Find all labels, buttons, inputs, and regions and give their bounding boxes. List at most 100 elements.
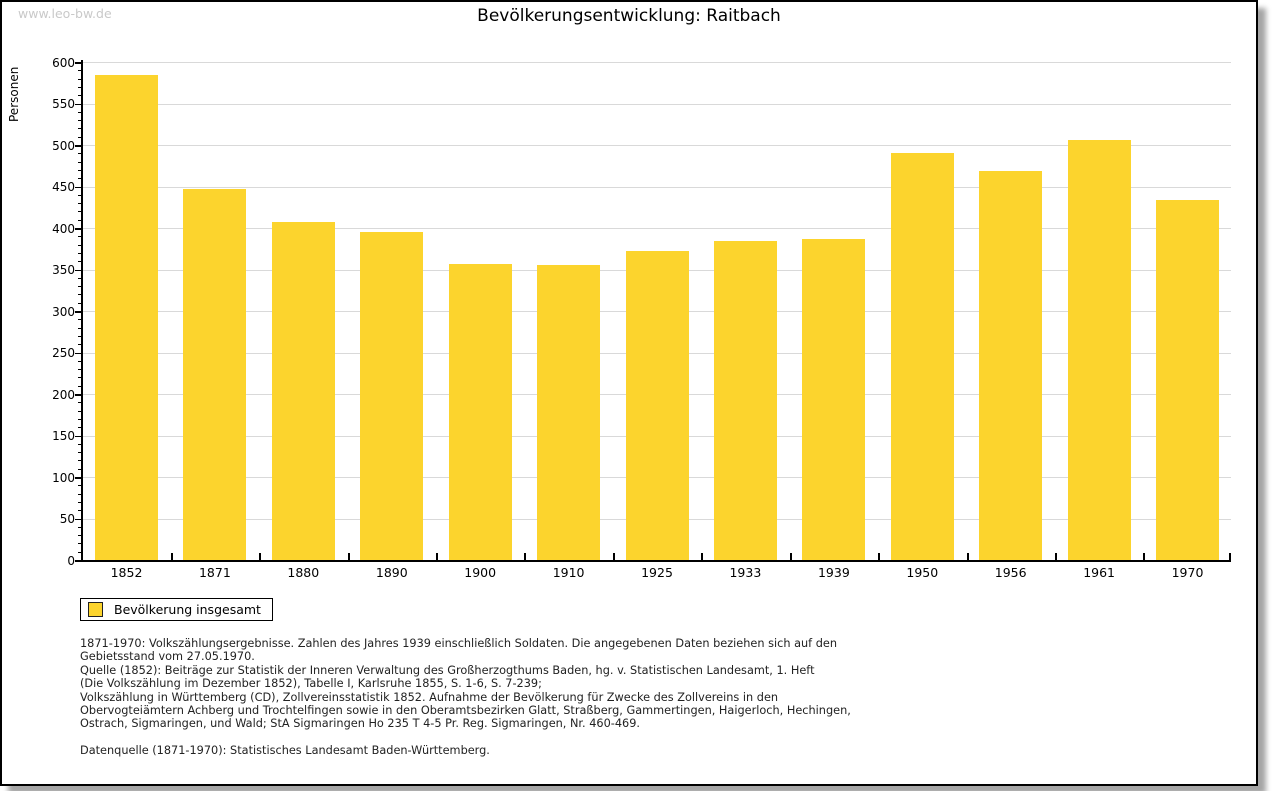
y-axis-line: [81, 60, 83, 562]
chart-title: Bevölkerungsentwicklung: Raitbach: [477, 6, 781, 26]
x-tick-label: 1950: [906, 565, 939, 580]
y-minor-tick: [78, 452, 81, 454]
y-major-tick: [75, 228, 81, 230]
y-major-tick: [75, 311, 81, 313]
gridline-450: [83, 186, 1231, 188]
y-minor-tick: [78, 294, 81, 296]
y-minor-tick: [78, 286, 81, 288]
plot-area: 0 50 100 150 200 250 300 350 400 450 500 550 600 1852…: [2, 2, 1256, 784]
x-mid-tick: [701, 553, 704, 560]
y-minor-tick: [78, 526, 81, 528]
y-minor-tick: [78, 535, 81, 537]
x-tick-label: 1852: [110, 565, 143, 580]
y-tick-label: 550: [52, 97, 75, 111]
bar-1933: [713, 241, 777, 560]
y-tick-label: 100: [52, 470, 75, 485]
x-mid-tick: [347, 553, 350, 560]
y-tick-label: 150: [52, 429, 75, 443]
y-minor-tick: [78, 277, 81, 279]
bar-1910: [537, 264, 601, 560]
y-major-tick: [75, 103, 81, 105]
x-tick-label: 1925: [641, 565, 673, 580]
y-minor-tick: [78, 551, 81, 553]
y-major-tick: [75, 477, 81, 479]
y-major-tick: [75, 186, 81, 188]
site-watermark: www.leo-bw.de: [18, 6, 112, 21]
bar-1961: [1067, 140, 1131, 560]
y-major-tick: [75, 435, 81, 437]
y-minor-tick: [78, 161, 81, 163]
y-tick-label: 50: [59, 512, 75, 526]
y-minor-tick: [78, 335, 81, 337]
y-minor-tick: [78, 369, 81, 371]
source-line: Ostrach, Sigmaringen, und Wald; StA Sigm…: [80, 717, 641, 731]
x-tick-label: 1956: [994, 565, 1027, 580]
source-line: 1871-1970: Volkszählungsergebnisse. Zahl…: [80, 637, 838, 650]
bar-1970: [1156, 199, 1219, 560]
y-minor-tick: [78, 261, 81, 263]
x-tick-label: 1961: [1083, 565, 1115, 580]
y-tick-label: 600: [52, 55, 75, 70]
x-tick-label: 1970: [1171, 565, 1204, 580]
x-tick-label: 1880: [287, 565, 320, 580]
source-line: Gebietsstand vom 27.05.1970.: [80, 650, 255, 664]
y-major-tick: [75, 518, 81, 520]
y-minor-tick: [78, 236, 81, 238]
y-minor-tick: [78, 203, 81, 205]
y-minor-tick: [78, 120, 81, 122]
x-tick-label: 1933: [729, 565, 762, 580]
y-major-tick: [75, 62, 81, 64]
y-minor-tick: [78, 327, 81, 329]
y-minor-tick: [78, 485, 81, 487]
x-mid-tick: [259, 553, 262, 560]
y-tick-label: 450: [52, 180, 75, 194]
x-mid-tick: [966, 553, 969, 560]
gridline-500: [83, 145, 1231, 146]
y-minor-tick: [78, 194, 81, 196]
y-major-tick: [75, 145, 81, 147]
legend-swatch-icon: [88, 602, 103, 617]
bar-1956: [979, 170, 1043, 560]
source-notes: 1871-1970: Volkszählungsergebnisse. Zahl…: [80, 637, 940, 757]
y-major-tick: [75, 560, 81, 562]
gridline-600: [83, 62, 1231, 63]
y-tick-label: 400: [52, 221, 75, 236]
y-tick-label: 250: [52, 346, 75, 360]
y-minor-tick: [78, 128, 81, 130]
y-major-tick: [75, 352, 81, 354]
y-minor-tick: [78, 302, 81, 304]
source-line: Obervogteiämtern Achberg und Trochtelfin…: [80, 704, 851, 718]
y-minor-tick: [78, 501, 81, 503]
source-line: Quelle (1852): Beiträge zur Statistik de…: [80, 663, 815, 677]
y-tick-label: 350: [52, 263, 75, 277]
y-minor-tick: [78, 460, 81, 462]
x-end-tick: [1229, 553, 1231, 560]
y-minor-tick: [78, 344, 81, 346]
x-tick-label: 1900: [464, 565, 497, 580]
x-tick-label: 1890: [375, 565, 408, 580]
y-minor-tick: [78, 385, 81, 387]
y-minor-tick: [78, 78, 81, 80]
y-minor-tick: [78, 70, 81, 72]
y-minor-tick: [78, 468, 81, 470]
bar-1871: [183, 189, 247, 560]
y-minor-tick: [78, 443, 81, 445]
y-minor-tick: [78, 418, 81, 420]
x-tick-label: 1910: [552, 565, 585, 580]
y-minor-tick: [78, 169, 81, 171]
bar-1880: [271, 222, 335, 560]
bar-1939: [802, 238, 866, 560]
data-source-line: Datenquelle (1871-1970): Statistisches L…: [80, 743, 490, 757]
y-minor-tick: [78, 136, 81, 138]
bar-1852: [95, 75, 158, 560]
y-minor-tick: [78, 244, 81, 246]
x-mid-tick: [789, 553, 792, 560]
y-minor-tick: [78, 493, 81, 495]
y-major-tick: [75, 394, 81, 396]
source-line: Volkszählung in Württemberg (CD), Zollve…: [80, 690, 779, 704]
x-mid-tick: [1143, 553, 1146, 560]
x-mid-tick: [170, 553, 173, 560]
y-minor-tick: [78, 402, 81, 404]
y-minor-tick: [78, 360, 81, 362]
bar-1900: [448, 263, 512, 560]
